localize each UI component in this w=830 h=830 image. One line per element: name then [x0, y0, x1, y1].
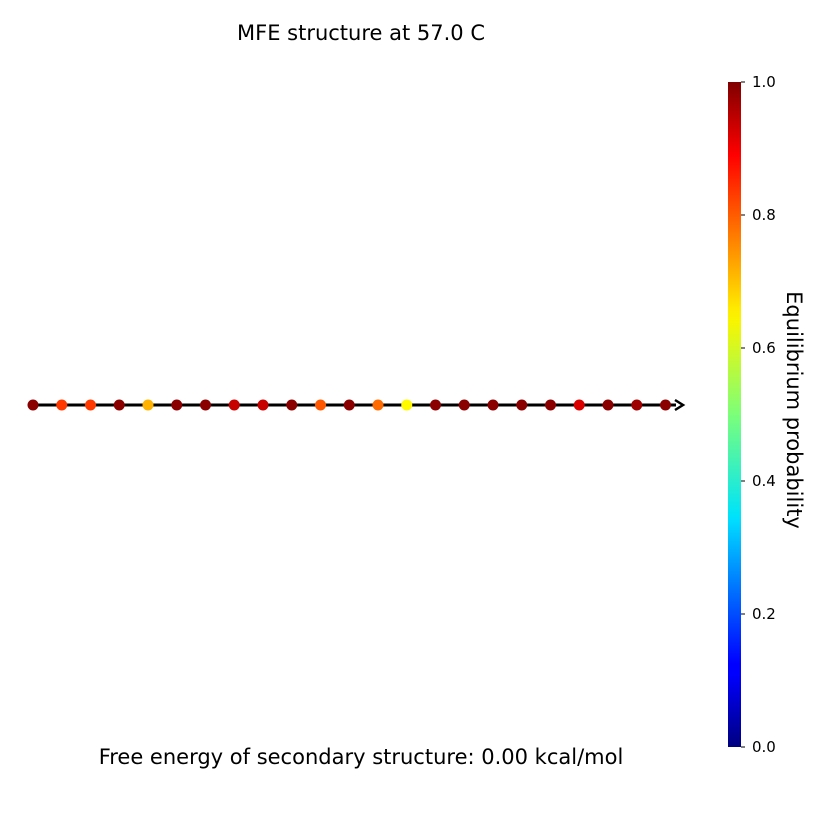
base-12 — [343, 399, 355, 411]
free-energy-label: Free energy of secondary structure: 0.00… — [99, 745, 624, 769]
base-5 — [142, 399, 154, 411]
colorbar-tick-label: 1.0 — [752, 73, 776, 91]
base-21 — [602, 399, 614, 411]
strand-end-arrow-icon — [674, 398, 686, 412]
colorbar-ticks: 0.0 0.2 0.4 0.6 0.8 1.0 — [741, 73, 776, 756]
base-9 — [257, 399, 269, 411]
base-11 — [315, 399, 326, 411]
base-17 — [487, 399, 499, 411]
base-1 — [27, 399, 39, 411]
bases-group — [27, 399, 671, 411]
base-23 — [660, 399, 671, 411]
base-10 — [286, 399, 298, 411]
colorbar: 0.0 0.2 0.4 0.6 0.8 1.0 Equilibrium probabili… — [728, 73, 806, 756]
base-16 — [458, 399, 470, 411]
colorbar-tick-label: 0.4 — [752, 472, 776, 490]
colorbar-tick-label: 0.2 — [752, 605, 776, 623]
colorbar-tick-label: 0.8 — [752, 206, 776, 224]
base-14 — [401, 399, 413, 411]
colorbar-tick-label: 0.6 — [752, 339, 776, 357]
base-7 — [200, 399, 211, 411]
base-18 — [516, 399, 528, 411]
chart-title: MFE structure at 57.0 C — [237, 21, 485, 45]
base-19 — [545, 399, 556, 411]
base-13 — [372, 399, 384, 411]
base-15 — [430, 399, 441, 411]
base-2 — [56, 399, 68, 411]
colorbar-gradient — [728, 82, 741, 747]
base-22 — [631, 399, 643, 411]
strand-layer — [27, 398, 686, 412]
colorbar-label: Equilibrium probability — [782, 291, 806, 529]
base-20 — [573, 399, 585, 411]
base-8 — [228, 399, 240, 411]
colorbar-tick-label: 0.0 — [752, 738, 776, 756]
base-3 — [85, 399, 96, 411]
base-6 — [171, 399, 183, 411]
base-4 — [113, 399, 125, 411]
